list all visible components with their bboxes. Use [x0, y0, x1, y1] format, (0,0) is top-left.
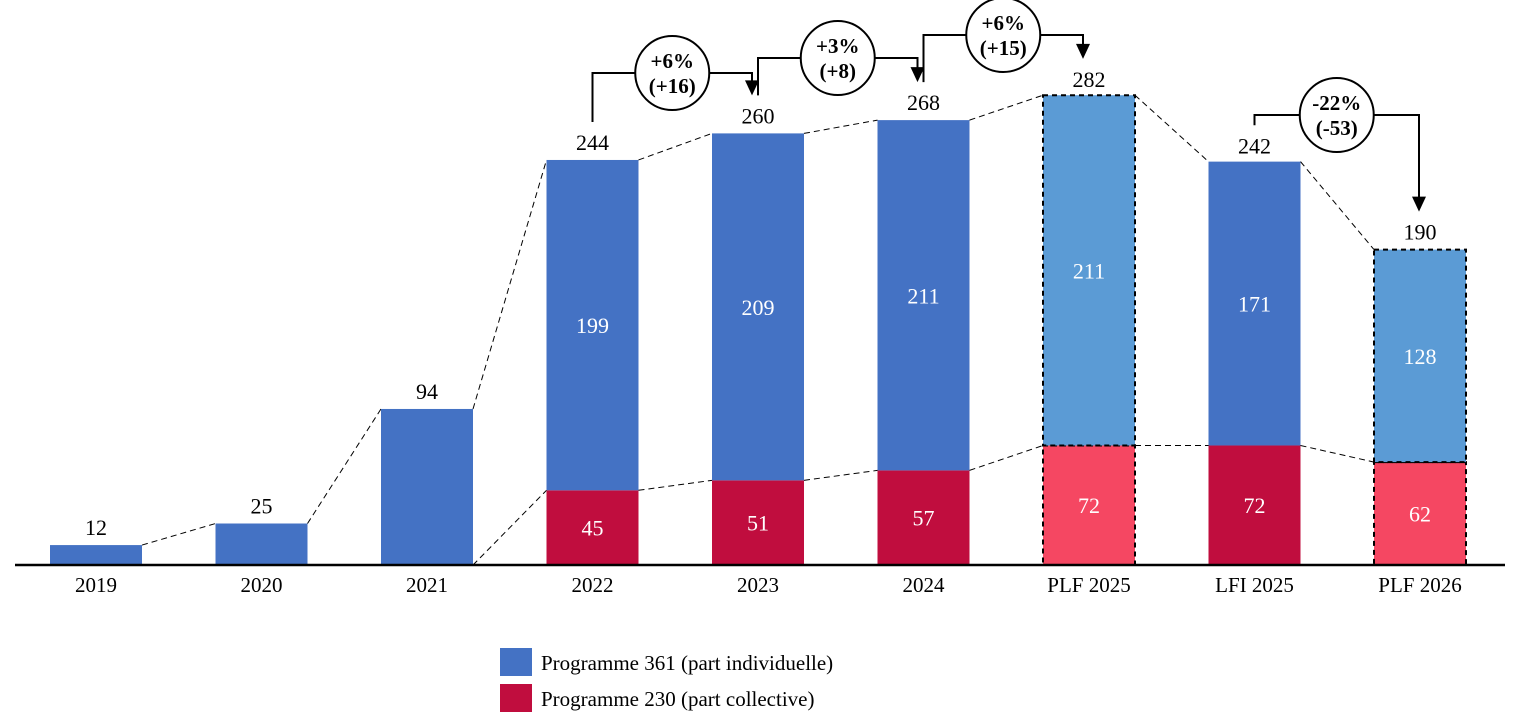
- data-label-individual: 128: [1404, 344, 1437, 369]
- data-label-total: 12: [85, 515, 107, 540]
- x-tick-label: 2023: [737, 573, 779, 597]
- x-tick-label: PLF 2026: [1378, 573, 1461, 597]
- data-label-individual: 171: [1238, 292, 1271, 317]
- x-tick-label: 2020: [241, 573, 283, 597]
- arrow-down-icon: [910, 67, 925, 83]
- data-label-total: 242: [1238, 133, 1271, 158]
- total-connector-line: [1300, 161, 1375, 250]
- bar-individual: [1373, 248, 1467, 464]
- change-percent-label: +6%: [651, 49, 694, 73]
- bar-collective: [1208, 445, 1301, 565]
- collective-connector-line: [1300, 444, 1375, 463]
- bar-collective: [1373, 461, 1467, 566]
- x-tick-label: 2021: [406, 573, 448, 597]
- total-connector-line: [141, 523, 216, 546]
- change-percent-label: +3%: [816, 34, 859, 58]
- bar-individual: [877, 120, 970, 471]
- collective-connector-line: [638, 479, 713, 491]
- collective-connector-line: [969, 445, 1044, 471]
- data-label-collective: 72: [1244, 493, 1266, 518]
- data-label-collective: 72: [1078, 493, 1100, 518]
- legend-swatch: [500, 648, 532, 676]
- legend-swatch: [500, 684, 532, 712]
- x-tick-label: PLF 2025: [1047, 573, 1130, 597]
- data-label-collective: 57: [913, 506, 935, 531]
- bar-individual: [712, 133, 804, 481]
- bar-collective: [877, 470, 970, 565]
- bar-individual: [215, 523, 308, 565]
- data-label-total: 25: [251, 494, 273, 519]
- data-label-total: 260: [742, 103, 775, 128]
- change-circle: [634, 35, 711, 111]
- bar-individual: [381, 408, 473, 565]
- bar-collective: [712, 480, 804, 565]
- x-tick-label: 2019: [75, 573, 117, 597]
- change-delta-label: (-53): [1316, 116, 1358, 140]
- change-delta-label: (+8): [820, 59, 856, 83]
- change-circle: [965, 0, 1042, 73]
- change-circle: [1298, 77, 1375, 153]
- arrow-down-icon: [1076, 43, 1090, 59]
- data-label-individual: 209: [742, 295, 775, 320]
- bar-collective: [1042, 444, 1136, 567]
- collective-connector-line: [472, 489, 547, 566]
- data-label-individual: 199: [576, 313, 609, 338]
- collective-connector-line: [803, 469, 878, 481]
- change-circle: [799, 20, 876, 96]
- data-label-total: 94: [416, 379, 438, 404]
- change-delta-label: (+15): [980, 36, 1027, 60]
- bar-collective: [546, 490, 639, 565]
- arrow-down-icon: [1412, 196, 1426, 212]
- data-label-collective: 62: [1409, 502, 1431, 527]
- bar-individual: [1208, 161, 1301, 446]
- legend-label: Programme 230 (part collective): [541, 687, 814, 711]
- x-tick-label: 2024: [903, 573, 946, 597]
- total-connector-line: [638, 132, 713, 161]
- data-label-total: 190: [1404, 220, 1437, 245]
- change-percent-label: +6%: [982, 11, 1025, 35]
- x-tick-label: 2022: [572, 573, 614, 597]
- data-label-collective: 51: [747, 511, 769, 536]
- data-label-total: 268: [907, 90, 940, 115]
- total-connector-line: [969, 94, 1044, 121]
- total-connector-line: [472, 159, 547, 410]
- total-connector-line: [803, 119, 878, 134]
- bar-individual: [50, 545, 142, 565]
- change-percent-label: -22%: [1312, 91, 1361, 115]
- bar-individual: [1042, 94, 1136, 447]
- data-label-individual: 211: [907, 283, 939, 308]
- legend-label: Programme 361 (part individuelle): [541, 651, 833, 675]
- total-connector-line: [307, 408, 382, 524]
- arrow-down-icon: [745, 80, 759, 96]
- change-delta-label: (+16): [649, 74, 696, 98]
- bar-individual: [546, 159, 639, 491]
- x-tick-label: LFI 2025: [1215, 573, 1294, 597]
- data-label-total: 244: [576, 130, 609, 155]
- data-label-total: 282: [1073, 67, 1106, 92]
- data-label-collective: 45: [582, 516, 604, 541]
- data-label-individual: 211: [1073, 258, 1105, 283]
- total-connector-line: [1134, 94, 1209, 162]
